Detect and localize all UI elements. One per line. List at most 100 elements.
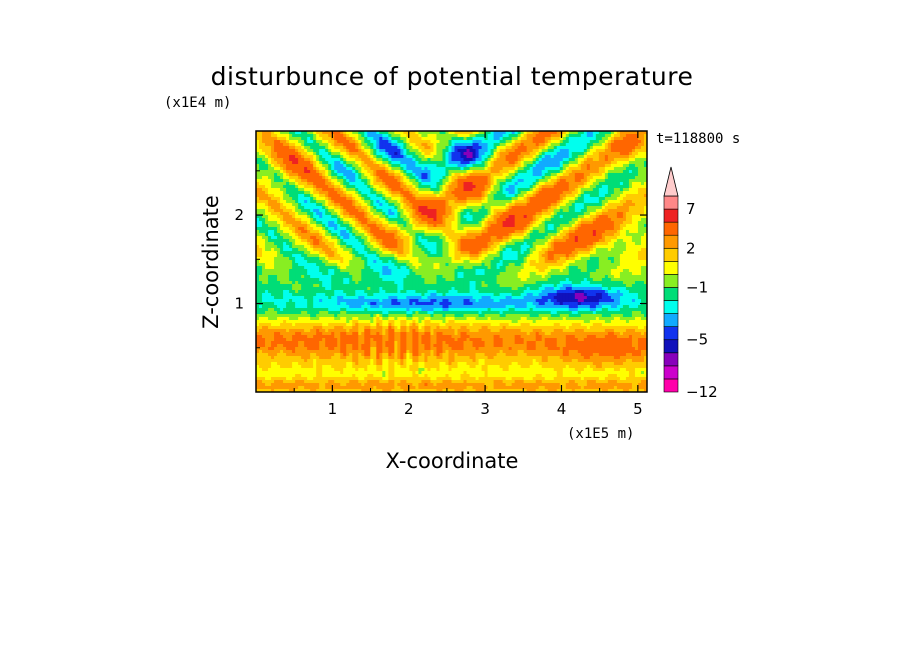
field-cell <box>394 164 398 168</box>
field-cell <box>520 152 525 156</box>
field-cell <box>592 131 597 135</box>
field-cell <box>577 137 582 141</box>
field-cell <box>472 131 477 135</box>
field-cell <box>643 206 647 210</box>
field-cell <box>271 131 275 135</box>
field-cell <box>589 203 594 207</box>
field-cell <box>388 140 392 144</box>
field-cell <box>613 146 618 150</box>
field-cell <box>640 134 645 138</box>
field-cell <box>526 155 531 159</box>
field-cell <box>427 197 432 201</box>
field-cell <box>304 152 308 156</box>
field-cell <box>379 170 383 174</box>
field-cell <box>469 158 474 162</box>
field-cell <box>373 197 377 201</box>
field-cell <box>382 227 386 231</box>
field-cell <box>556 239 561 243</box>
field-cell <box>274 212 278 216</box>
field-cell <box>475 164 480 168</box>
field-cell <box>601 134 606 138</box>
field-cell <box>304 212 308 216</box>
field-cell <box>616 140 621 144</box>
field-cell <box>310 212 314 216</box>
field-cell <box>541 182 546 186</box>
field-cell <box>349 200 353 204</box>
field-cell <box>532 146 537 150</box>
field-cell <box>334 197 338 201</box>
field-cell <box>433 131 438 135</box>
field-cell <box>565 152 570 156</box>
field-cell <box>424 143 429 147</box>
field-cell <box>625 158 630 162</box>
field-cell <box>286 188 290 192</box>
field-cell <box>442 227 447 231</box>
field-cell <box>424 173 429 177</box>
field-cell <box>496 158 501 162</box>
field-cell <box>376 140 380 144</box>
field-cell <box>280 179 284 183</box>
field-cell <box>286 137 290 141</box>
field-cell <box>328 212 332 216</box>
field-cell <box>271 173 275 177</box>
field-cell <box>538 224 543 228</box>
field-cell <box>361 188 365 192</box>
field-cell <box>268 167 272 171</box>
field-cell <box>274 155 278 159</box>
field-cell <box>385 152 389 156</box>
field-cell <box>613 194 618 198</box>
field-cell <box>403 236 407 240</box>
field-cell <box>574 227 579 231</box>
field-cell <box>298 224 302 228</box>
field-cell <box>325 203 329 207</box>
field-cell <box>502 215 507 219</box>
field-cell <box>424 218 429 222</box>
field-cell <box>436 167 441 171</box>
field-cell <box>601 137 606 141</box>
field-cell <box>478 221 483 225</box>
field-cell <box>574 161 579 165</box>
field-cell <box>553 182 558 186</box>
field-cell <box>592 218 597 222</box>
field-cell <box>472 200 477 204</box>
field-cell <box>472 194 477 198</box>
field-cell <box>493 176 498 180</box>
field-cell <box>550 134 555 138</box>
field-cell <box>517 173 522 177</box>
field-cell <box>286 194 290 198</box>
field-cell <box>544 200 549 204</box>
field-cell <box>535 218 540 222</box>
field-cell <box>265 194 269 198</box>
field-cell <box>556 200 561 204</box>
field-cell <box>415 233 420 237</box>
field-cell <box>466 164 471 168</box>
field-cell <box>499 134 504 138</box>
field-cell <box>610 239 615 243</box>
field-cell <box>301 158 305 162</box>
field-cell <box>511 152 516 156</box>
field-cell <box>271 152 275 156</box>
field-cell <box>445 179 450 183</box>
field-cell <box>283 146 287 150</box>
field-cell <box>352 188 356 192</box>
field-cell <box>541 209 546 213</box>
field-cell <box>265 203 269 207</box>
field-cell <box>364 209 368 213</box>
field-cell <box>337 245 341 249</box>
field-cell <box>262 209 266 213</box>
field-cell <box>451 134 456 138</box>
field-cell <box>532 137 537 141</box>
field-cell <box>349 146 353 150</box>
field-cell <box>301 173 305 177</box>
field-cell <box>271 191 275 195</box>
field-cell <box>517 221 522 225</box>
field-cell <box>478 170 483 174</box>
field-cell <box>352 140 356 144</box>
field-cell <box>643 149 647 153</box>
field-cell <box>553 203 558 207</box>
field-cell <box>286 191 290 195</box>
field-cell <box>304 158 308 162</box>
field-cell <box>463 200 468 204</box>
field-cell <box>313 194 317 198</box>
field-cell <box>586 209 591 213</box>
